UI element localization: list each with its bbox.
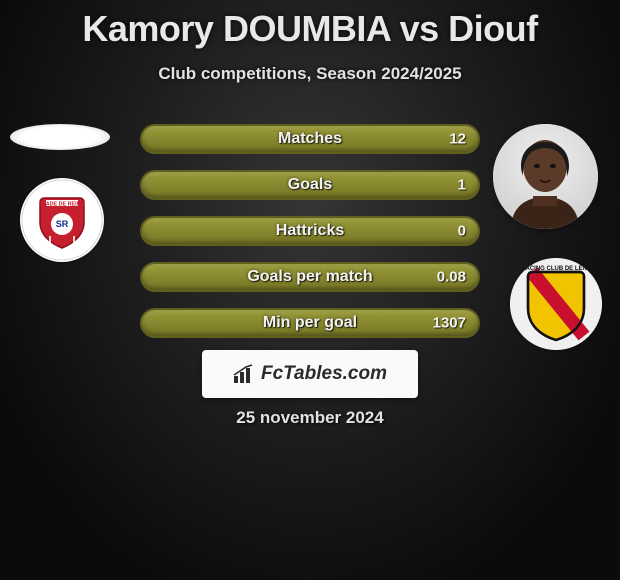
brand-text: FcTables.com <box>261 363 387 385</box>
stat-row-goals-per-match: Goals per match 0.08 <box>140 262 480 292</box>
stat-row-matches: Matches 12 <box>140 124 480 154</box>
svg-text:STADE DE REIMS: STADE DE REIMS <box>39 202 85 208</box>
stat-label: Goals per match <box>247 268 372 286</box>
stat-label: Min per goal <box>263 314 357 332</box>
brand-badge: FcTables.com <box>202 350 418 398</box>
brand-chart-icon <box>233 364 255 384</box>
player-left-avatar-placeholder <box>10 124 110 150</box>
stat-label: Hattricks <box>276 222 344 240</box>
club-badge-left: STADE DE REIMS SR <box>20 178 104 262</box>
page-title: Kamory DOUMBIA vs Diouf <box>0 0 620 50</box>
stats-bars: Matches 12 Goals 1 Hattricks 0 Goals per… <box>140 124 480 354</box>
stat-right-value: 0.08 <box>437 269 466 286</box>
subtitle: Club competitions, Season 2024/2025 <box>0 64 620 84</box>
stat-right-value: 1 <box>458 177 466 194</box>
svg-text:SR: SR <box>56 219 69 229</box>
stat-right-value: 0 <box>458 223 466 240</box>
stat-row-goals: Goals 1 <box>140 170 480 200</box>
stat-label: Goals <box>288 176 332 194</box>
stat-label: Matches <box>278 130 342 148</box>
stat-right-value: 1307 <box>433 315 466 332</box>
stat-row-min-per-goal: Min per goal 1307 <box>140 308 480 338</box>
club-badge-right: RACING CLUB DE LENS <box>510 258 602 350</box>
svg-text:RACING CLUB DE LENS: RACING CLUB DE LENS <box>521 266 591 272</box>
comparison-card: Kamory DOUMBIA vs Diouf Club competition… <box>0 0 620 580</box>
stat-right-value: 12 <box>449 131 466 148</box>
stat-row-hattricks: Hattricks 0 <box>140 216 480 246</box>
player-right-avatar <box>493 124 598 229</box>
date-text: 25 november 2024 <box>236 408 383 428</box>
